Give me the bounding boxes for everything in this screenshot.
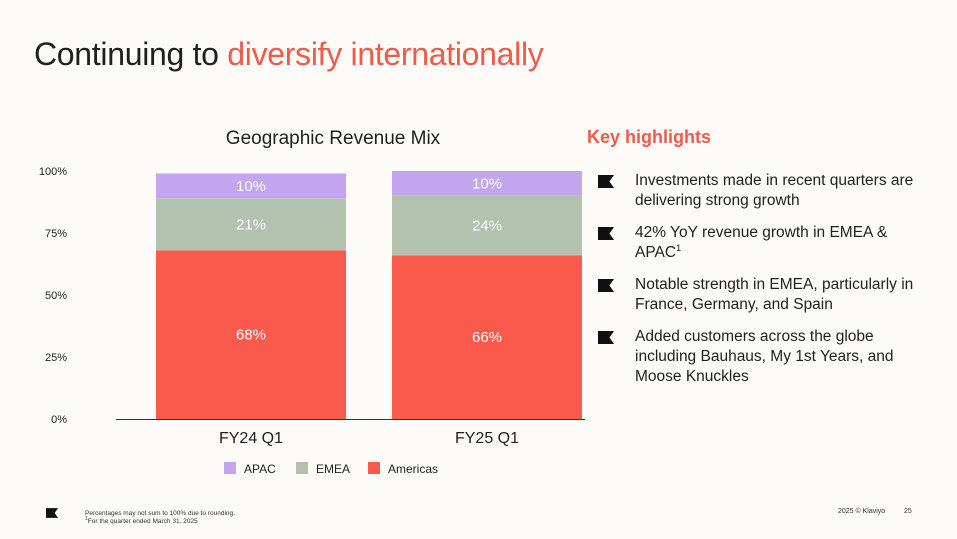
highlights-title: Key highlights: [587, 127, 712, 147]
highlight-item: Added customers across the globe includi…: [598, 327, 928, 387]
y-tick-label: 50%: [45, 290, 67, 302]
y-tick-label: 25%: [45, 352, 67, 364]
category-label: FY24 Q1: [219, 430, 283, 447]
bar-segment-emea: [392, 195, 582, 256]
highlight-item: Notable strength in EMEA, particularly i…: [598, 275, 928, 315]
highlight-text: 42% YoY revenue growth in EMEA & APAC: [635, 224, 888, 261]
data-label: 24%: [472, 218, 502, 235]
legend-label: Americas: [388, 462, 438, 476]
footnote-line-2-text: For the quarter ended March 31, 2025: [87, 518, 198, 525]
bar-segment-apac: [156, 173, 346, 199]
slide-title-accent: diversify internationally: [227, 36, 544, 72]
bar-segment-americas: [156, 250, 346, 419]
highlight-text: Notable strength in EMEA, particularly i…: [635, 276, 914, 313]
legend-swatch-americas: [368, 462, 380, 474]
footnote-line-1: Percentages may not sum to 100% due to r…: [85, 510, 235, 517]
footnote-sup: 1: [85, 515, 88, 522]
data-label: 68%: [236, 327, 266, 344]
data-label: 66%: [472, 329, 502, 346]
y-tick-label: 0%: [51, 414, 67, 426]
chart-title: Geographic Revenue Mix: [226, 128, 441, 149]
bar-segment-americas: [392, 255, 582, 419]
flag-icon: [598, 279, 614, 292]
highlight-text: Investments made in recent quarters are …: [635, 172, 914, 209]
flag-icon: [598, 175, 614, 188]
legend-swatch-emea: [296, 462, 308, 474]
bar-segment-emea: [156, 198, 346, 251]
highlight-item: 42% YoY revenue growth in EMEA & APAC1: [598, 223, 928, 263]
klaviyo-logo-icon: [46, 508, 58, 518]
highlight-item: Investments made in recent quarters are …: [598, 171, 928, 211]
slide-title: Continuing to diversify internationally: [34, 36, 544, 73]
legend-label: EMEA: [316, 462, 350, 476]
bar-segment-apac: [392, 171, 582, 196]
flag-icon: [598, 331, 614, 344]
y-tick-label: 75%: [45, 228, 67, 240]
highlight-text: Added customers across the globe includi…: [635, 328, 894, 385]
page-number: 25: [904, 508, 912, 515]
footnote: Percentages may not sum to 100% due to r…: [85, 510, 235, 526]
y-tick-label: 100%: [39, 166, 67, 178]
data-label: 10%: [236, 178, 266, 195]
data-label: 10%: [472, 175, 502, 192]
data-label: 21%: [236, 216, 266, 233]
flag-icon: [598, 227, 614, 240]
legend-label: APAC: [244, 462, 276, 476]
copyright: 2025 © Klaviyo: [838, 508, 886, 515]
legend-swatch-apac: [224, 462, 236, 474]
highlight-sup: 1: [676, 242, 682, 253]
slide-title-prefix: Continuing to: [34, 36, 228, 72]
category-label: FY25 Q1: [455, 430, 519, 447]
highlights-list: Investments made in recent quarters are …: [598, 171, 928, 399]
footnote-line-2: 1For the quarter ended March 31, 2025: [85, 515, 235, 526]
